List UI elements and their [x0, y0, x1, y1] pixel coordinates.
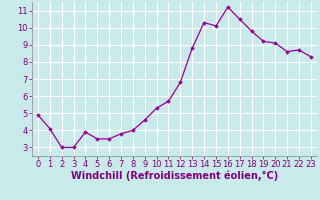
X-axis label: Windchill (Refroidissement éolien,°C): Windchill (Refroidissement éolien,°C) [71, 171, 278, 181]
